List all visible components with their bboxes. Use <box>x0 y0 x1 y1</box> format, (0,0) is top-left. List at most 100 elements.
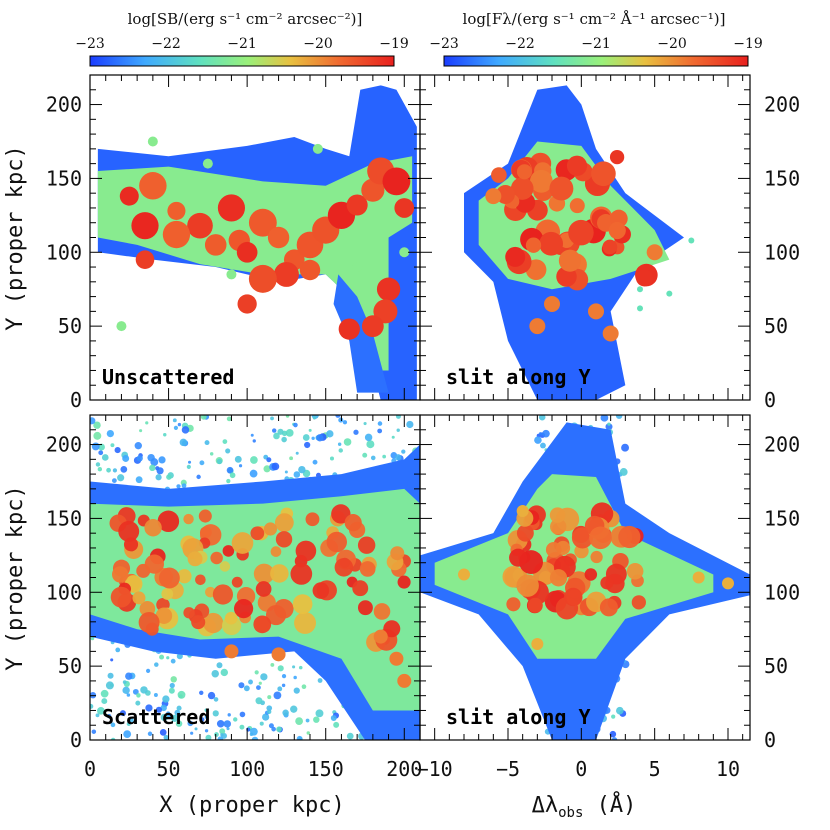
y-tick-label: 0 <box>70 388 82 412</box>
x-axis-label-left: X (proper kpc) <box>159 793 344 818</box>
emission-blob <box>373 629 388 644</box>
panel-slit-bottom <box>420 415 750 740</box>
emission-blob <box>144 519 162 537</box>
emission-blob <box>373 603 391 620</box>
emission-blob <box>534 436 542 444</box>
emission-blob <box>145 421 149 425</box>
emission-blob <box>204 714 209 719</box>
x-axis-label-right: Δλobs (Å) <box>532 791 637 821</box>
emission-blob <box>273 691 282 700</box>
emission-blob <box>234 599 254 619</box>
emission-blob <box>631 595 646 610</box>
y-tick-label: 200 <box>764 433 800 457</box>
emission-blob <box>110 658 114 662</box>
emission-blob <box>615 415 623 419</box>
emission-blob <box>146 668 151 673</box>
emission-blob <box>277 428 284 435</box>
emission-blob <box>326 430 334 438</box>
emission-blob <box>270 662 275 667</box>
emission-blob <box>312 416 317 420</box>
emission-blob <box>239 711 246 718</box>
emission-blob <box>136 455 143 462</box>
emission-blob <box>292 594 313 614</box>
emission-blob <box>160 704 167 712</box>
colorbar-tick-label: −20 <box>657 36 687 52</box>
emission-blob <box>116 321 127 332</box>
emission-blob <box>147 136 158 147</box>
emission-blob <box>285 415 290 418</box>
emission-blob <box>397 673 412 688</box>
emission-blob <box>282 709 289 717</box>
emission-blob <box>335 415 341 418</box>
emission-blob <box>154 662 159 667</box>
emission-blob <box>90 636 95 641</box>
colorbar-tick-label: −20 <box>303 36 333 52</box>
emission-blob <box>270 564 289 583</box>
emission-blob <box>568 219 594 246</box>
emission-blob <box>250 433 254 437</box>
emission-blob <box>277 665 284 672</box>
emission-blob <box>135 476 143 484</box>
emission-blob <box>114 447 121 454</box>
emission-blob <box>217 736 224 740</box>
emission-blob <box>516 164 533 180</box>
emission-blob <box>391 435 395 439</box>
emission-blob <box>95 713 100 718</box>
emission-blob <box>250 526 265 541</box>
emission-blob <box>90 417 96 425</box>
emission-blob <box>97 706 105 715</box>
x-tick-label: −10 <box>417 757 453 781</box>
emission-blob <box>273 432 280 440</box>
emission-blob <box>140 686 148 694</box>
emission-blob <box>295 540 317 562</box>
emission-blob <box>266 705 273 711</box>
emission-blob <box>176 484 181 489</box>
emission-blob <box>609 730 617 738</box>
emission-blob <box>364 433 373 442</box>
emission-blob <box>199 690 204 696</box>
emission-blob <box>635 269 653 287</box>
emission-blob <box>271 428 277 433</box>
emission-blob <box>155 607 173 624</box>
emission-blob <box>252 439 256 443</box>
emission-blob <box>609 149 625 165</box>
emission-blob <box>637 305 643 312</box>
emission-blob <box>506 597 521 612</box>
emission-blob <box>158 567 180 589</box>
x-tick-label: 10 <box>716 757 740 781</box>
emission-blob <box>187 551 203 567</box>
emission-blob <box>259 721 264 726</box>
emission-blob <box>607 422 611 426</box>
emission-blob <box>158 456 166 464</box>
emission-blob <box>312 582 330 599</box>
emission-blob <box>248 679 253 685</box>
emission-blob <box>326 531 347 553</box>
emission-blob <box>229 472 236 479</box>
colorbar-right-label: log[Fλ/(erg s⁻¹ cm⁻² Å⁻¹ arcsec⁻¹)] <box>463 10 726 28</box>
emission-blob <box>564 587 583 607</box>
emission-blob <box>295 451 299 455</box>
emission-blob <box>93 421 101 429</box>
emission-blob <box>315 709 324 718</box>
emission-blob <box>216 458 223 465</box>
emission-blob <box>236 241 258 263</box>
emission-blob <box>338 318 360 340</box>
emission-blob <box>115 647 121 653</box>
emission-blob <box>270 546 282 557</box>
emission-blob <box>134 442 142 450</box>
emission-blob <box>131 212 159 240</box>
emission-blob <box>549 176 574 201</box>
emission-blob <box>401 449 406 454</box>
emission-blob <box>293 471 301 478</box>
emission-blob <box>346 732 354 740</box>
emission-blob <box>361 178 385 202</box>
emission-blob <box>251 736 259 740</box>
emission-blob <box>316 434 324 442</box>
emission-blob <box>163 433 167 437</box>
emission-blob <box>637 286 643 293</box>
emission-blob <box>179 438 188 447</box>
colorbar-right-ticks: −23 −22 −21 −20 −19 <box>429 36 763 66</box>
emission-blob <box>120 465 128 473</box>
emission-blob <box>458 568 470 581</box>
emission-blob <box>93 431 102 440</box>
